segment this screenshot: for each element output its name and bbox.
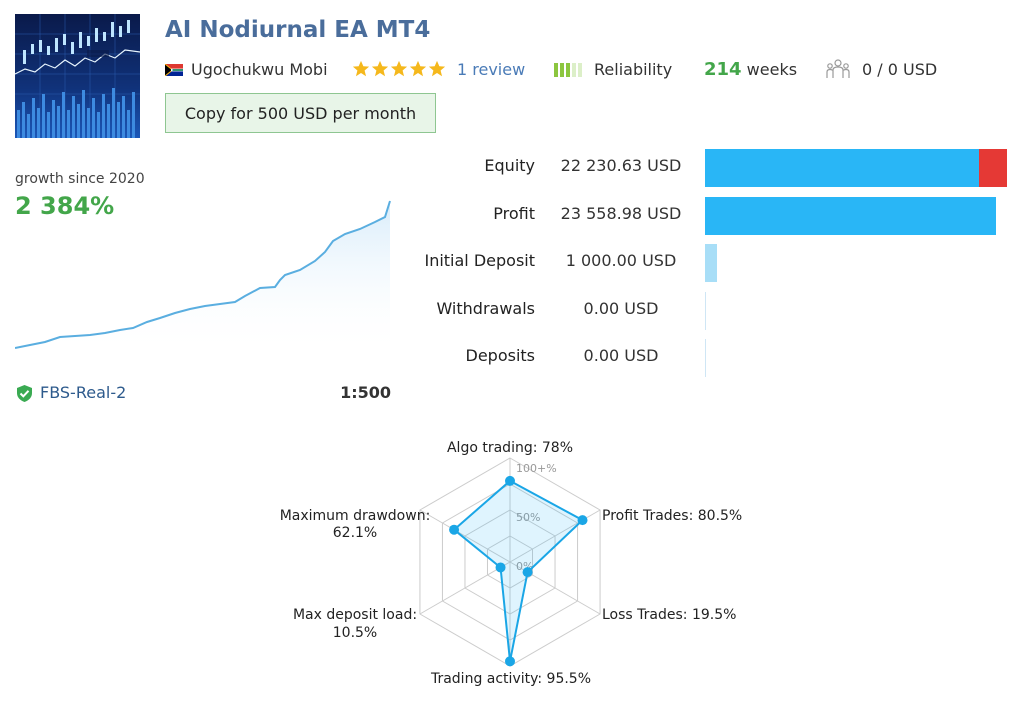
radar-point-4[interactable]: [495, 562, 506, 573]
radar-axis-value-5: 62.1%: [333, 525, 377, 541]
radar-axis-label-1: Profit Trades: 80.5%: [602, 508, 742, 524]
radar-spoke-4: [419, 561, 511, 615]
radar-point-2[interactable]: [522, 567, 533, 578]
stat-bar-3: [705, 292, 706, 330]
reliability-bar: [572, 63, 576, 77]
reliability-label[interactable]: Reliability: [594, 60, 673, 79]
growth-label: growth since 2020: [15, 171, 145, 187]
leverage: 1:500: [340, 383, 391, 402]
growth-line: [15, 200, 391, 349]
weeks-unit: weeks: [746, 60, 798, 79]
star-icon: [428, 60, 446, 77]
radar-chart: 100+%50%0%Algo trading: 78%Profit Trades…: [280, 440, 743, 687]
reliability-indicator: [554, 63, 584, 77]
south-africa-flag-icon: [165, 64, 183, 76]
radar-tick-1: 50%: [516, 511, 540, 524]
star-icon: [352, 60, 370, 77]
equity-loss-bar: [979, 149, 1007, 187]
radar-point-5[interactable]: [449, 524, 460, 535]
stat-label-2: Initial Deposit: [424, 251, 535, 270]
stat-label-4: Deposits: [465, 346, 536, 365]
stat-bar-2: [705, 244, 717, 282]
radar-tick-0: 100+%: [516, 462, 557, 475]
author-link[interactable]: Ugochukwu Mobi: [191, 60, 328, 79]
growth-chart[interactable]: [15, 200, 393, 355]
stat-label-0: Equity: [484, 156, 535, 175]
stat-bar-0: [705, 149, 979, 187]
people-icon: [826, 59, 850, 78]
radar-point-0[interactable]: [505, 475, 515, 486]
stat-bar-1: [705, 197, 996, 235]
stat-value-1: 23 558.98 USD: [560, 204, 682, 223]
star-icon: [371, 60, 389, 77]
signal-title[interactable]: AI Nodiurnal EA MT4: [165, 17, 431, 43]
radar-axis-label-2: Loss Trades: 19.5%: [602, 607, 736, 623]
copy-signal-button[interactable]: Copy for 500 USD per month: [165, 93, 436, 133]
radar-axis-label-5: Maximum drawdown:: [280, 508, 431, 524]
stat-bar-4: [705, 339, 706, 377]
reliability-bar: [560, 63, 564, 77]
radar-point-1[interactable]: [577, 515, 588, 526]
verified-shield-icon: [17, 385, 32, 402]
signal-meta-row: Ugochukwu Mobi 1 review Reliability 214 …: [165, 58, 995, 82]
subscribers-funds: 0 / 0 USD: [862, 60, 938, 79]
radar-series: [452, 479, 585, 662]
star-icon: [409, 60, 427, 77]
stat-value-3: 0.00 USD: [583, 299, 659, 318]
server-name: FBS-Real-2: [40, 383, 127, 402]
stat-value-2: 1 000.00 USD: [565, 251, 677, 270]
reliability-bar: [566, 63, 570, 77]
radar-axis-label-3: Trading activity: 95.5%: [430, 671, 591, 687]
rating-stars[interactable]: [352, 60, 447, 80]
stat-value-0: 22 230.63 USD: [560, 156, 682, 175]
stat-label-1: Profit: [493, 204, 535, 223]
growth-area: [15, 201, 390, 355]
reviews-link[interactable]: 1 review: [457, 60, 526, 79]
star-icon: [390, 60, 408, 77]
reliability-bar: [554, 63, 558, 77]
growth-value: 2 384%: [15, 192, 115, 220]
radar-spoke-5: [419, 509, 511, 563]
signal-thumbnail: [15, 14, 140, 138]
weeks-stat: 214 weeks: [704, 58, 797, 82]
radar-axis-label-0: Algo trading: 78%: [447, 440, 573, 456]
weeks-value: 214: [704, 59, 742, 80]
stat-value-4: 0.00 USD: [583, 346, 659, 365]
radar-point-3[interactable]: [505, 656, 515, 667]
radar-axis-value-4: 10.5%: [333, 625, 377, 641]
stat-label-3: Withdrawals: [436, 299, 535, 318]
radar-axis-label-4: Max deposit load:: [293, 607, 417, 623]
reliability-bar: [578, 63, 582, 77]
